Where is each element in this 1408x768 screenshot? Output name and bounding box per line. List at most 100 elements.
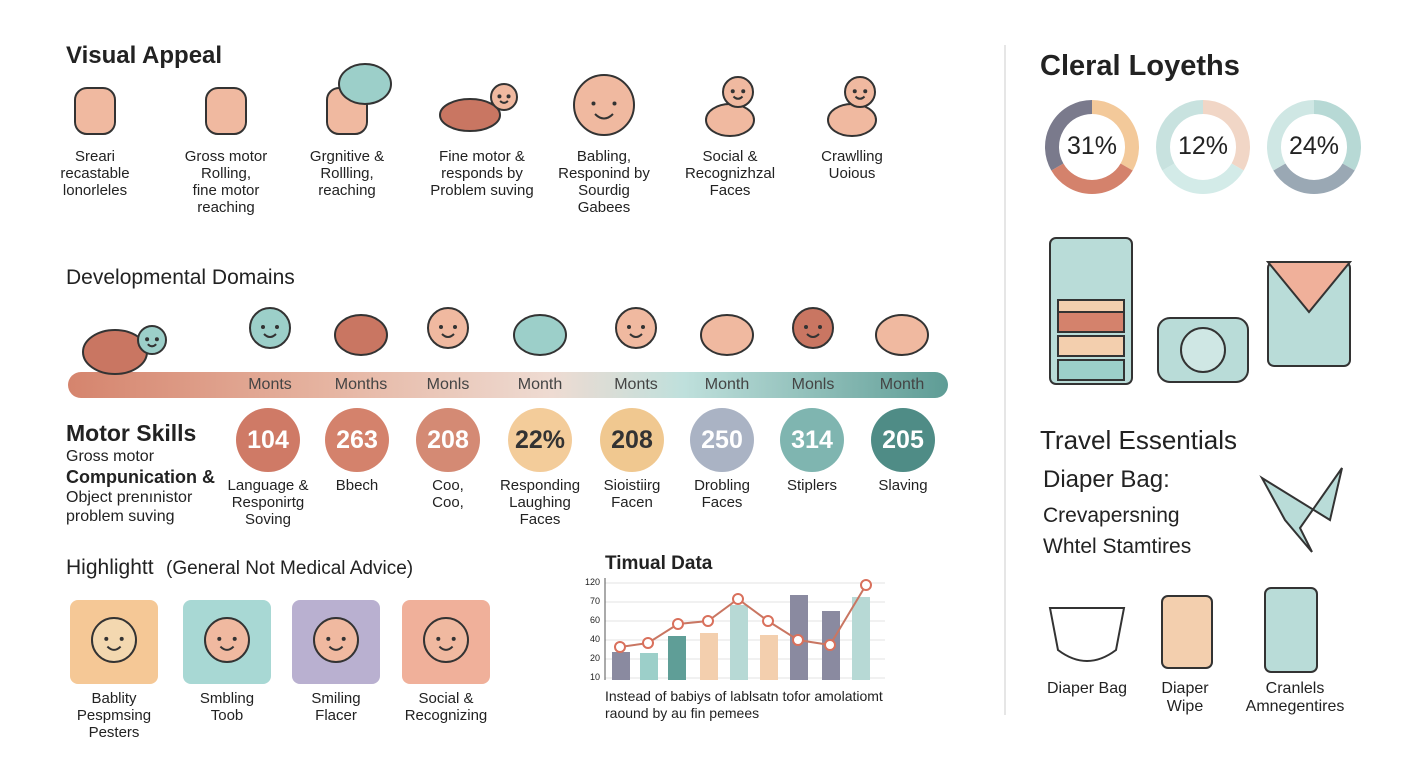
timeline-label: Monls: [791, 376, 835, 393]
trend-dot: [824, 639, 836, 651]
mouth: [147, 343, 157, 348]
eye: [232, 636, 237, 641]
eye: [730, 89, 735, 94]
eye: [451, 636, 456, 641]
stat-circle: [871, 408, 935, 472]
slot: [1057, 311, 1125, 333]
face: [423, 617, 469, 663]
bag-line: Crevapersning: [1043, 504, 1180, 527]
item-label: Fine motor & responds by Problem suving: [430, 148, 534, 199]
card-label: Smiling Flacer: [311, 690, 361, 724]
stat-value: 205: [882, 426, 924, 454]
donut-segment: [1267, 100, 1315, 171]
card-label: Bablity Pespmsing Pesters: [76, 690, 152, 741]
y-tick-label: 60: [589, 615, 600, 625]
eye: [612, 101, 617, 106]
chart-caption: Instead of babiys of lablsatn tofor amol…: [605, 688, 883, 721]
mouth: [499, 100, 509, 104]
timeline-label: Month: [879, 376, 925, 393]
donut-segment: [1051, 163, 1133, 194]
stat-circle: [780, 408, 844, 472]
donut-label: 24%: [1288, 132, 1340, 160]
stat-value: 263: [336, 426, 378, 454]
mouth: [219, 645, 235, 651]
item-label: Diaper Wipe: [1161, 680, 1209, 715]
section-title: Timual Data: [605, 553, 713, 574]
hand: [74, 87, 116, 135]
toy: [700, 314, 754, 356]
trend-dot: [614, 641, 626, 653]
icons: [70, 63, 1361, 684]
stat-caption: Drobling Faces: [694, 477, 750, 511]
face: [91, 617, 137, 663]
stat-value: 22%: [514, 426, 566, 454]
eye: [818, 325, 822, 329]
eye: [506, 94, 511, 99]
card-label: Smbling Toob: [199, 690, 255, 724]
bag-title: Diaper Bag:: [1043, 466, 1170, 493]
y-tick-label: 40: [589, 634, 600, 644]
subtitle-line: Compunication &: [66, 467, 215, 487]
subtitle-line: Object prenınistor: [66, 489, 193, 506]
stat-circle: [236, 408, 300, 472]
trend-dot: [702, 615, 714, 627]
bar: [700, 633, 718, 680]
subtitle-line: Gross motor: [66, 448, 155, 465]
eye: [217, 636, 222, 641]
timeline-label: Months: [334, 376, 388, 393]
mouth: [732, 95, 744, 100]
eye: [863, 89, 868, 94]
eye: [741, 89, 746, 94]
body: [705, 103, 755, 137]
section-title: Travel Essentials: [1040, 425, 1237, 455]
mini-chart: [604, 578, 885, 680]
eye: [804, 325, 808, 329]
face: [722, 76, 754, 108]
item-label: Babling, Responind by Sourdig Gabees: [558, 148, 650, 216]
bar: [760, 635, 778, 680]
trend-dot: [732, 593, 744, 605]
mouth: [629, 333, 643, 338]
donut-segment: [1273, 163, 1355, 194]
item-label: Social & Recognizhzal Faces: [684, 148, 776, 199]
bag-line: Whtel Stamtires: [1043, 535, 1192, 558]
trend-dot: [672, 618, 684, 630]
section-title: Motor Skills: [66, 420, 197, 446]
trend-dot: [860, 579, 872, 591]
stat-caption: Sioistiirg Facen: [603, 477, 661, 511]
slot: [1057, 335, 1125, 357]
eye: [326, 636, 331, 641]
face: [844, 76, 876, 108]
stat-caption: Language & Responirtg Soving: [227, 477, 309, 528]
mouth: [106, 645, 122, 651]
stat-caption: Coo, Coo,: [432, 477, 464, 511]
eye: [641, 325, 645, 329]
eye: [119, 636, 124, 641]
eye: [341, 636, 346, 641]
timeline-label: Month: [704, 376, 750, 393]
wipe-bottle: [1161, 595, 1213, 669]
eye: [154, 337, 159, 342]
eye: [497, 94, 502, 99]
face: [204, 617, 250, 663]
timeline-label: Monts: [614, 376, 658, 393]
stat-value: 250: [701, 426, 743, 454]
donut-label: 31%: [1066, 132, 1118, 160]
section-title: Developmental Domains: [66, 266, 295, 289]
face: [792, 307, 834, 349]
eye: [439, 325, 443, 329]
sanitizer: [1264, 587, 1318, 673]
toy: [334, 314, 388, 356]
stat-caption: Responding Laughing Faces: [499, 477, 581, 528]
toy: [513, 314, 567, 356]
slot: [1057, 359, 1125, 381]
mouth: [806, 333, 820, 338]
y-tick-label: 120: [584, 577, 600, 587]
face: [615, 307, 657, 349]
eye: [852, 89, 857, 94]
trend-dot: [792, 634, 804, 646]
item-label: Grgnitive & Rollling, reaching: [309, 148, 385, 199]
timeline-label: Monls: [426, 376, 470, 393]
face: [427, 307, 469, 349]
